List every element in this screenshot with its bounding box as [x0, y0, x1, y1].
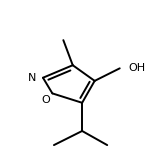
Text: OH: OH: [128, 63, 146, 73]
Text: O: O: [42, 95, 51, 105]
Text: N: N: [28, 73, 36, 83]
